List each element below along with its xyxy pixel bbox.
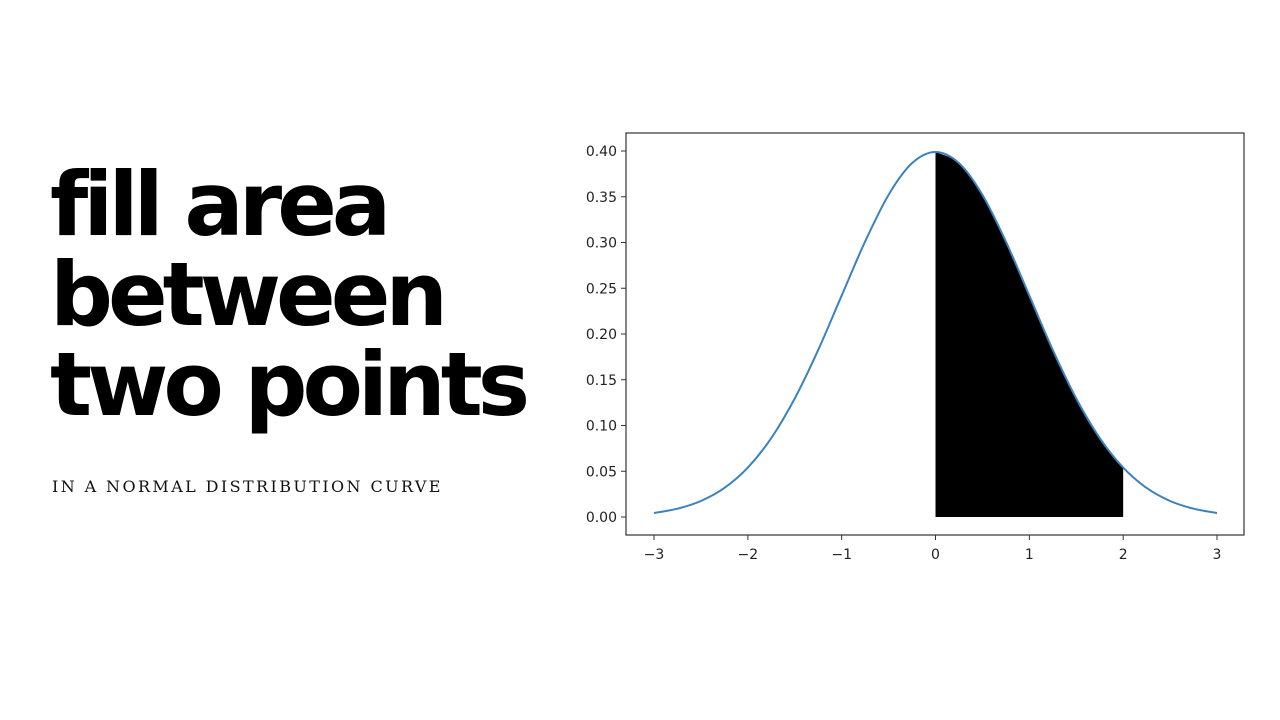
- x-tick-label: −3: [644, 547, 665, 563]
- plot-frame: [625, 132, 1245, 536]
- subtitle: IN A NORMAL DISTRIBUTION CURVE: [52, 477, 443, 496]
- y-tick-label: 0.15: [586, 373, 617, 389]
- headline-line-3: two points: [50, 333, 530, 436]
- y-tick-label: 0.25: [586, 281, 617, 297]
- x-tick-label: 0: [931, 547, 940, 563]
- headline-line-2: between: [50, 243, 448, 346]
- y-tick-label: 0.30: [586, 236, 617, 252]
- x-tick-label: 2: [1119, 547, 1128, 563]
- x-tick-label: 3: [1213, 547, 1222, 563]
- pdf-curve-line: [653, 151, 1218, 514]
- x-tick-label: 1: [1025, 547, 1034, 563]
- headline-line-1: fill area: [50, 153, 391, 256]
- y-tick-label: 0.35: [586, 190, 617, 206]
- x-tick-label: −1: [831, 547, 852, 563]
- x-tick-label: −2: [738, 547, 759, 563]
- headline: fill area between two points: [50, 153, 530, 436]
- y-tick-label: 0.40: [586, 144, 617, 160]
- y-tick-label: 0.20: [586, 327, 617, 343]
- y-tick-label: 0.05: [586, 464, 617, 480]
- y-tick-label: 0.00: [586, 510, 617, 526]
- y-tick-label: 0.10: [586, 419, 617, 435]
- filled-area: [935, 152, 1124, 517]
